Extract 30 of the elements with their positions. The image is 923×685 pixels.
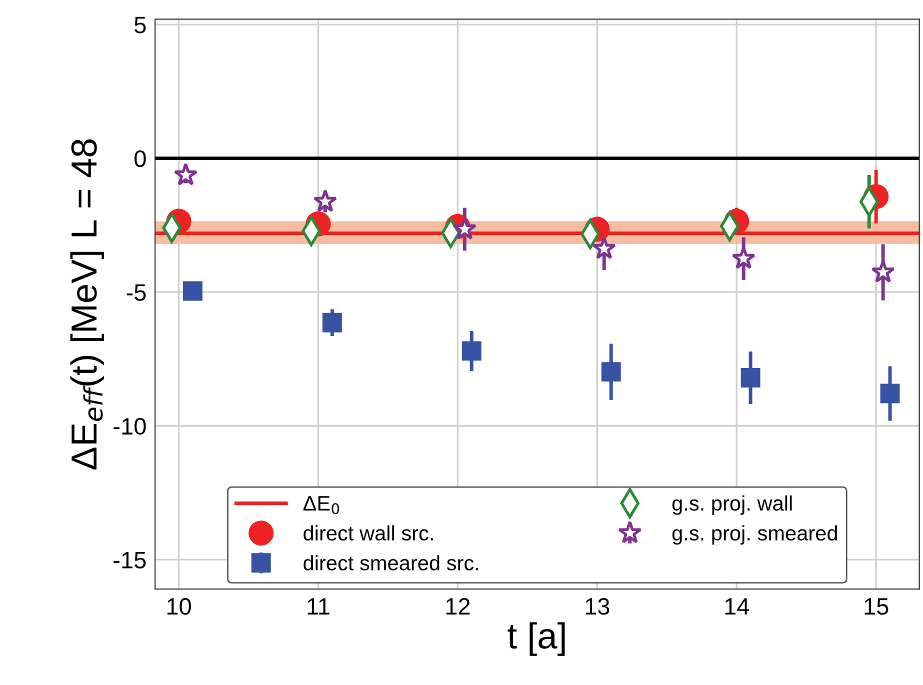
point bbox=[182, 281, 202, 301]
y-tick-label: 5 bbox=[134, 16, 146, 34]
y-tick-label: 0 bbox=[134, 150, 146, 168]
y-axis-title: ΔE$_{eff}$(t) [MeV] L = 48 bbox=[70, 139, 104, 470]
x-tick-label: 14 bbox=[725, 598, 750, 615]
point bbox=[313, 189, 338, 212]
point bbox=[174, 162, 198, 186]
legend-label: ΔE$_{0}$ bbox=[303, 496, 340, 514]
point bbox=[871, 260, 896, 283]
y-tick-label: -5 bbox=[126, 284, 146, 301]
point bbox=[880, 384, 900, 404]
x-tick-label: 15 bbox=[864, 598, 888, 615]
legend-label: g.s. proj. smeared bbox=[672, 525, 837, 545]
point bbox=[462, 341, 482, 361]
legend-label: direct wall src. bbox=[304, 525, 433, 541]
legend-label: g.s. proj. wall bbox=[672, 495, 792, 515]
point bbox=[740, 368, 760, 388]
x-tick-label: 11 bbox=[308, 598, 330, 615]
x-tick-label: 13 bbox=[586, 598, 610, 615]
y-tick-label: -15 bbox=[114, 552, 146, 568]
x-tick-label: 10 bbox=[167, 598, 191, 615]
y-tick-label: -10 bbox=[114, 418, 146, 435]
point bbox=[592, 236, 616, 260]
x-axis-title: t [a] bbox=[508, 622, 565, 656]
x-tick-label: 12 bbox=[446, 598, 470, 615]
legend-label: direct smeared src. bbox=[304, 555, 478, 570]
point bbox=[452, 216, 477, 240]
point bbox=[732, 246, 756, 270]
point bbox=[322, 312, 342, 332]
point bbox=[601, 362, 621, 382]
